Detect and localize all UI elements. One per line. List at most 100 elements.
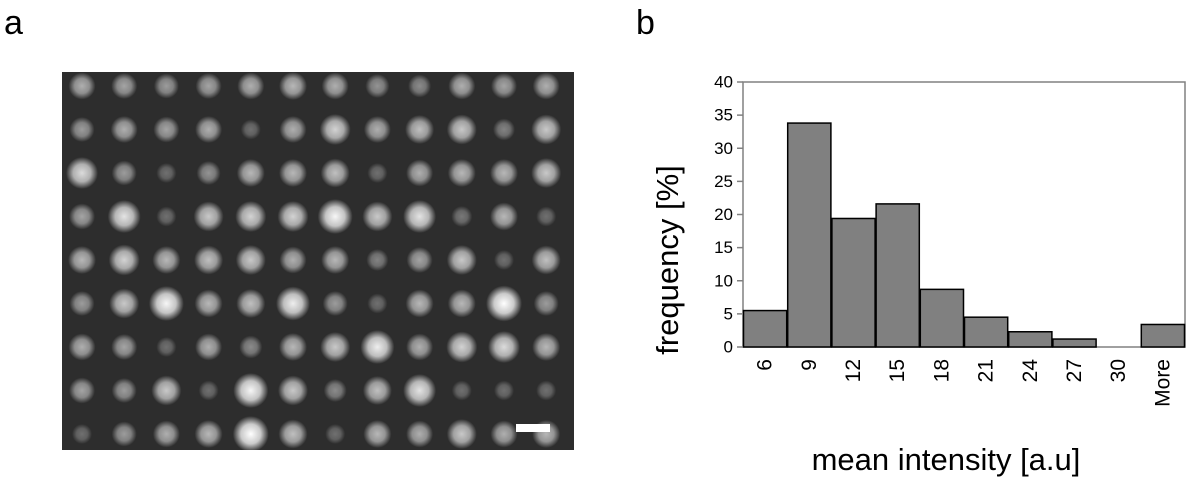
micro-spot	[536, 206, 557, 227]
micro-spot	[403, 200, 437, 233]
histogram-bar	[1052, 338, 1097, 348]
micro-spot	[320, 332, 351, 362]
y-tick-label: 15	[714, 238, 733, 257]
micro-spot	[279, 246, 307, 274]
micro-spot	[486, 285, 522, 322]
micro-spot	[153, 73, 179, 99]
y-tick-label: 10	[714, 271, 733, 290]
micro-spot	[236, 289, 266, 318]
micro-spot	[488, 331, 520, 363]
panel-label-a: a	[4, 4, 23, 42]
micro-spot	[406, 420, 434, 448]
histogram-bar	[742, 309, 788, 348]
micro-spot	[240, 119, 261, 140]
y-tick-label: 40	[714, 73, 733, 92]
micro-spot	[490, 159, 518, 187]
histogram-bar	[1140, 323, 1186, 348]
micro-spot	[321, 72, 349, 100]
micro-spot	[448, 72, 476, 100]
micro-spot	[446, 114, 477, 145]
micro-spot	[363, 420, 392, 448]
micro-spot	[278, 419, 308, 449]
histogram-chart: 0 5 10 15 20 25 30 35 40 6 9 12 15 18 21 24 27 30 More me…	[640, 60, 1200, 480]
micro-spot	[531, 245, 561, 275]
micro-spot	[446, 331, 478, 363]
micro-spot	[490, 202, 518, 231]
histogram-canvas: 0 5 10 15 20 25 30 35 40 6 9 12 15 18 21 24 27 30 More me…	[650, 73, 1186, 477]
micro-spot	[277, 201, 309, 232]
micro-spot	[320, 158, 350, 188]
micro-spot	[111, 378, 137, 403]
micro-spot	[319, 114, 351, 145]
micro-spot	[195, 333, 223, 361]
micro-spot	[153, 116, 180, 143]
micro-spot	[109, 288, 140, 319]
micro-spot	[367, 163, 388, 183]
micro-spot	[408, 74, 432, 98]
micro-spot	[322, 291, 348, 316]
x-tick-label: 21	[975, 359, 998, 382]
micro-spot	[156, 163, 177, 183]
micro-spot	[494, 250, 514, 270]
y-tick-label: 30	[714, 139, 733, 158]
micro-spot	[532, 72, 560, 100]
micro-spot	[317, 199, 353, 234]
y-tick-label: 0	[724, 338, 733, 357]
micro-spot	[363, 116, 391, 143]
micro-spot	[69, 377, 95, 404]
micrograph-canvas	[62, 72, 574, 450]
micro-spot	[108, 244, 140, 276]
histogram-bar	[831, 217, 876, 348]
micro-spot	[194, 245, 224, 275]
micro-spot	[195, 73, 222, 99]
micro-spot	[111, 160, 137, 186]
micro-spot	[490, 420, 518, 448]
micro-spot	[279, 159, 307, 187]
micro-spot	[366, 249, 389, 271]
micro-spot	[360, 330, 395, 364]
micro-spot	[491, 73, 517, 99]
y-axis-label: frequency [%]	[650, 165, 685, 355]
micro-spot	[323, 379, 347, 402]
micro-spot	[237, 72, 265, 100]
histogram-bar	[1007, 331, 1053, 348]
micro-spot	[69, 117, 95, 142]
x-tick-label: 6	[754, 359, 777, 371]
micro-spot	[405, 115, 435, 144]
histogram-bar	[963, 316, 1009, 348]
micro-spot	[111, 73, 138, 99]
histogram-bar	[786, 122, 832, 348]
y-tick-label: 5	[724, 304, 733, 323]
micro-spot	[362, 376, 392, 405]
micro-spot	[531, 158, 562, 188]
micro-spot	[196, 161, 221, 185]
x-axis-label: mean intensity [a.u]	[812, 442, 1081, 477]
micrograph-background	[62, 72, 574, 450]
micro-spot	[198, 380, 219, 401]
micro-spot	[494, 380, 514, 401]
panel-label-b: b	[636, 4, 655, 42]
micro-spot	[195, 116, 223, 143]
micro-spot	[406, 247, 433, 273]
micro-spot	[279, 72, 307, 100]
micro-spot	[111, 334, 138, 360]
micro-spot	[446, 245, 477, 275]
micro-spot	[493, 118, 515, 141]
micro-spot	[235, 201, 267, 232]
micro-spot	[193, 201, 224, 232]
micro-spot	[152, 246, 181, 274]
micro-spot	[111, 421, 137, 447]
micro-spot	[279, 333, 307, 361]
micro-spot	[148, 286, 184, 321]
x-tick-label: More	[1151, 359, 1174, 407]
micro-spot	[72, 424, 92, 444]
x-tick-label: 12	[842, 359, 865, 382]
micro-spot	[194, 289, 223, 318]
micro-spot	[451, 380, 472, 401]
micro-spot	[151, 375, 182, 406]
micro-spot	[152, 420, 180, 448]
micro-spot	[367, 293, 388, 314]
micro-spot	[533, 291, 559, 316]
x-tick-label: 27	[1063, 359, 1086, 382]
x-tick-label: 30	[1107, 359, 1130, 382]
